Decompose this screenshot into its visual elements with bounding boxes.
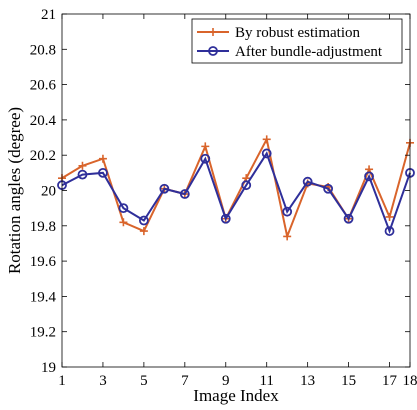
y-tick-label: 20.6 <box>30 78 57 94</box>
y-tick-label: 19.2 <box>30 325 56 341</box>
series-2 <box>58 149 414 235</box>
y-tick-label: 20 <box>41 184 56 200</box>
y-tick-label: 20.8 <box>30 42 56 58</box>
series-line <box>62 153 410 231</box>
data-point <box>201 142 209 150</box>
y-tick-label: 20.4 <box>30 113 57 129</box>
y-tick-label: 20.2 <box>30 148 56 164</box>
data-point <box>263 135 271 143</box>
legend-label: By robust estimation <box>235 25 360 41</box>
plot-area <box>58 135 414 240</box>
data-point <box>386 213 394 221</box>
y-tick-label: 21 <box>41 7 56 23</box>
x-tick-label: 3 <box>99 373 107 389</box>
x-tick-label: 17 <box>382 373 398 389</box>
x-axis-title: Image Index <box>193 386 279 405</box>
x-tick-label: 1 <box>58 373 66 389</box>
series-line <box>62 139 410 236</box>
x-tick-label: 18 <box>403 373 417 389</box>
x-tick-label: 13 <box>300 373 315 389</box>
y-tick-label: 19.6 <box>30 254 57 270</box>
y-tick-label: 19 <box>41 360 56 376</box>
x-tick-label: 7 <box>181 373 189 389</box>
x-tick-label: 15 <box>341 373 356 389</box>
y-axis-title: Rotation angles (degree) <box>5 107 24 274</box>
data-point <box>119 218 127 226</box>
x-tick-label: 5 <box>140 373 148 389</box>
y-tick-label: 19.8 <box>30 219 56 235</box>
data-point <box>140 227 148 235</box>
data-point <box>99 155 107 163</box>
y-tick-label: 19.4 <box>30 289 57 305</box>
legend: By robust estimation After bundle-adjustm… <box>192 19 402 63</box>
legend-label: After bundle-adjustment <box>235 44 383 60</box>
data-point <box>283 232 291 240</box>
